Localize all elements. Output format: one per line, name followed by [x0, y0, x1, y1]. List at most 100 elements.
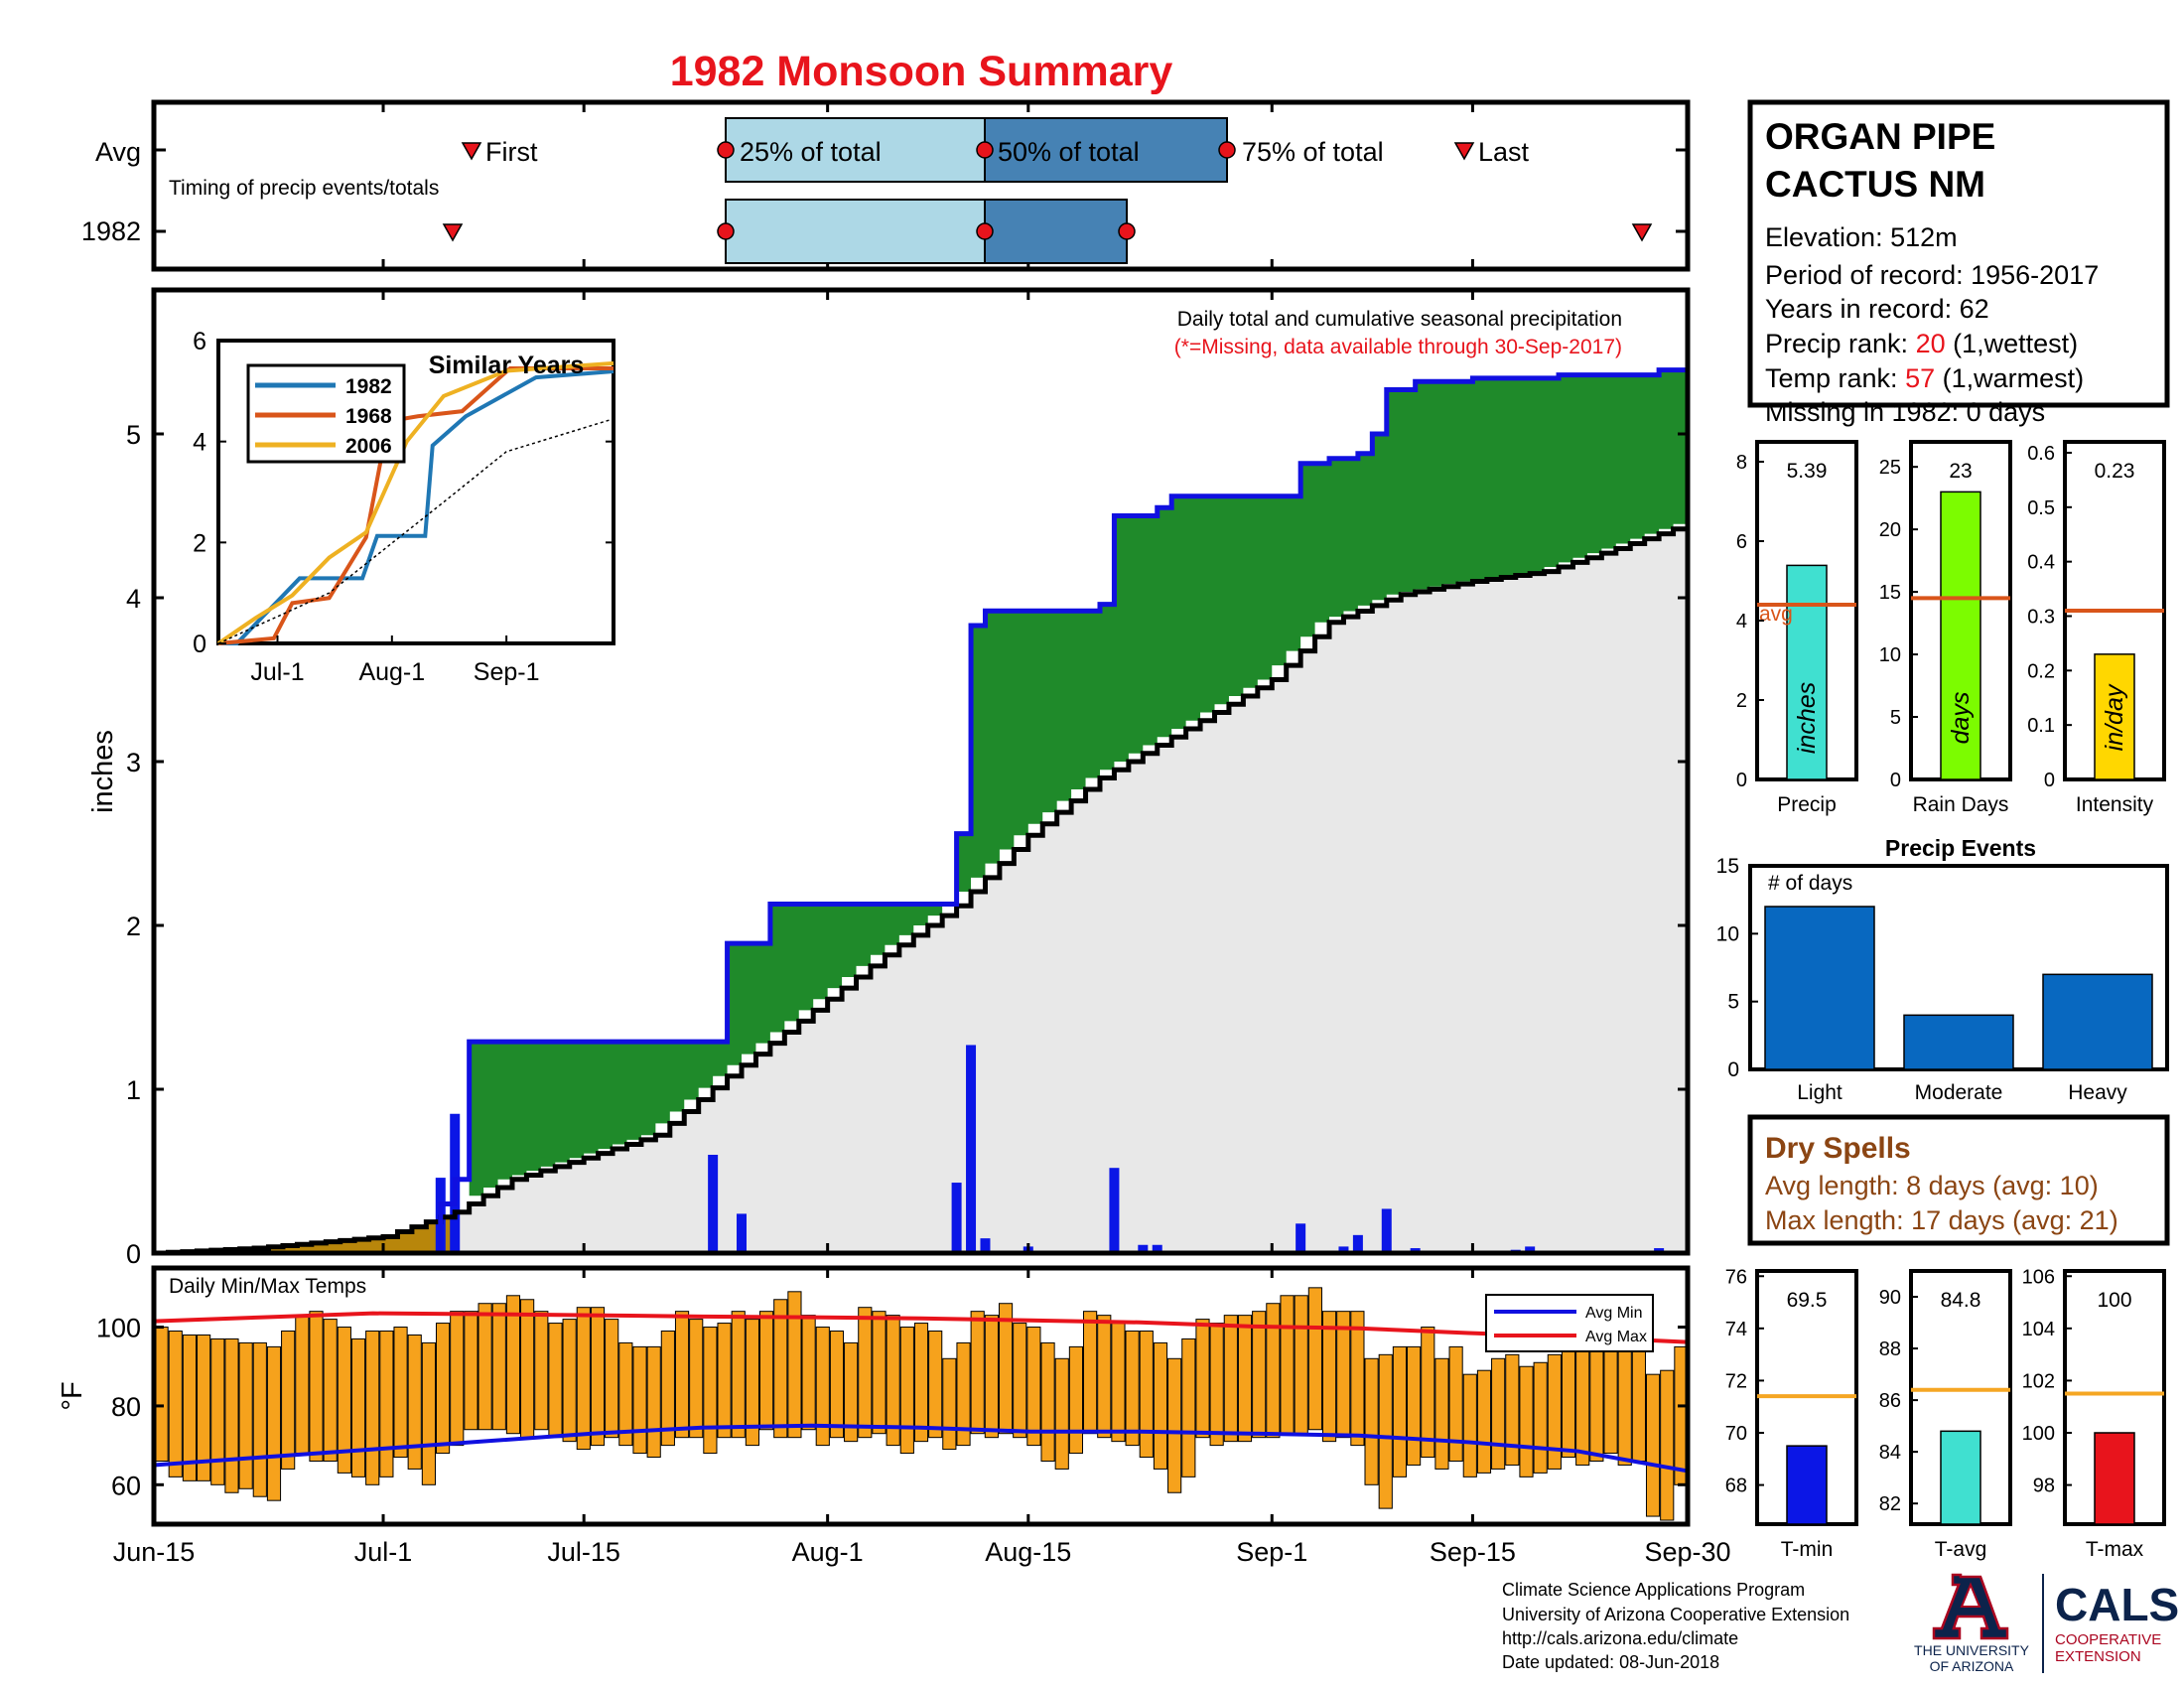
stat-y-tick-label: 25: [1879, 457, 1901, 479]
daily-temp-bar: [646, 1345, 661, 1459]
year-lower-band: [725, 199, 986, 264]
cals-extension-text: EXTENSION: [2055, 1648, 2141, 1665]
daily-temp-bar: [548, 1323, 563, 1439]
y-tick-label: 1: [126, 1075, 141, 1105]
date-tick-label: Sep-15: [1430, 1537, 1516, 1567]
daily-temp-bar: [365, 1331, 380, 1485]
precip-main-panel: 0 1 2 3 4 5 inches Daily total and cumulative…: [87, 287, 1691, 1269]
daily-temp-bar: [998, 1303, 1014, 1435]
stat-y-tick-label: 98: [2033, 1476, 2055, 1497]
precip-event-bar: [1903, 1014, 2014, 1070]
stat-value: 0.23: [2095, 460, 2135, 483]
legend-2006-label: 2006: [345, 435, 392, 458]
stat-panel-tmax: 100 T-max 98 100 102 104 106: [2022, 1266, 2166, 1561]
stat-panel-tavg: 84.8 T-avg 82 84 86 88 90: [1879, 1269, 2012, 1561]
daily-temp-bar: [1237, 1315, 1253, 1443]
stat-unit-label: inches: [1793, 682, 1821, 754]
daily-temp-bar: [1040, 1341, 1055, 1462]
precip-main-missing-note: (*=Missing, data available through 30-Se…: [1174, 336, 1622, 358]
daily-precip-bar: [1352, 1234, 1363, 1253]
daily-precip-bar: [951, 1183, 962, 1253]
temp-y-tick-label: 60: [111, 1471, 141, 1500]
daily-temp-bar: [1476, 1369, 1492, 1474]
cals-logo-text: CALS: [2055, 1579, 2179, 1630]
stat-panel-precip: 5.39 Precip inches avg 0 2 4 6 8: [1736, 440, 1858, 816]
daily-temp-bar: [562, 1319, 577, 1443]
stat-panel-tmin: 69.5 T-min 68 70 72 74 76: [1725, 1266, 1858, 1561]
legend-avg-max-label: Avg Max: [1585, 1329, 1647, 1345]
precip-main-frame: [151, 287, 1691, 1256]
year-last-marker: [1631, 223, 1653, 242]
daily-temp-bar: [773, 1299, 788, 1439]
cals-cooperative-text: COOPERATIVE: [2055, 1631, 2161, 1648]
daily-temp-bar: [1631, 1334, 1646, 1462]
daily-temp-bar: [1617, 1334, 1632, 1466]
cumulative-1982-line: [154, 367, 1688, 1256]
station-period: Period of record: 1956-2017: [1765, 260, 2099, 290]
daily-precip-bar: [1138, 1244, 1149, 1253]
daily-temp-bar: [674, 1311, 690, 1439]
stat-y-tick-label: 74: [1725, 1319, 1747, 1340]
daily-temp-bar: [928, 1331, 943, 1439]
inset-y-tick-label: 2: [193, 529, 206, 557]
stat-bar-tavg: [1940, 1430, 1981, 1525]
station-elevation: Elevation: 512m: [1765, 222, 1958, 252]
stat-y-tick-label: 72: [1725, 1370, 1747, 1392]
daily-temp-bar: [210, 1337, 225, 1485]
precip-event-bar: [2042, 973, 2153, 1070]
events-y-tick-label: 0: [1727, 1058, 1739, 1081]
ua-text-line2: OF ARIZONA: [1930, 1658, 2014, 1674]
precip-main-ylabel: inches: [87, 730, 119, 813]
stat-label: Precip: [1777, 793, 1837, 816]
daily-temp-bar: [1252, 1311, 1267, 1439]
footer-line1: Climate Science Applications Program: [1502, 1580, 1805, 1600]
average-cumulative-area: [154, 523, 1688, 1253]
inset-y-tick-label: 0: [193, 631, 206, 658]
stat-y-tick-label: 76: [1725, 1266, 1747, 1288]
stat-bar-tmax: [2094, 1432, 2135, 1525]
dry-spells-box: Dry Spells Avg length: 8 days (avg: 10) …: [1747, 1114, 2170, 1246]
temp-y-tick-label: 80: [111, 1392, 141, 1422]
daily-precip-bar: [708, 1155, 719, 1253]
daily-temp-bar: [238, 1341, 253, 1489]
precip-event-label: Light: [1797, 1081, 1843, 1104]
avg-p75-marker: [1218, 141, 1236, 159]
daily-temp-bar: [393, 1327, 408, 1459]
events-y-tick-label: 15: [1716, 855, 1739, 878]
y-tick-label: 3: [126, 748, 141, 777]
stat-y-tick-label: 90: [1879, 1287, 1901, 1309]
avg-p75-label: 75% of total: [1242, 137, 1384, 167]
daily-temp-bar: [491, 1303, 506, 1431]
precip-event-label: Moderate: [1915, 1081, 2003, 1104]
ua-logo-mark-hole: [1960, 1582, 1981, 1608]
daily-temp-bar: [1181, 1337, 1196, 1477]
stat-y-tick-label: 70: [1725, 1423, 1747, 1445]
year-p25-marker: [717, 222, 735, 240]
daily-temp-bar: [1378, 1353, 1393, 1509]
dry-spells-frame: [1747, 1114, 2170, 1246]
university-of-arizona-logo: THE UNIVERSITY OF ARIZONA: [1914, 1573, 2030, 1674]
daily-temp-bar: [942, 1357, 957, 1451]
stat-label: T-min: [1781, 1538, 1834, 1561]
daily-temp-bar: [758, 1311, 774, 1431]
daily-temp-bar: [1111, 1323, 1126, 1443]
stat-value: 69.5: [1787, 1289, 1828, 1312]
daily-temp-bar: [295, 1315, 310, 1455]
station-years: Years in record: 62: [1765, 294, 1989, 324]
station-temp-rank: Temp rank: 57 (1,warmest): [1765, 363, 2084, 393]
daily-temp-bar: [1533, 1361, 1548, 1474]
legend-1982-label: 1982: [345, 375, 392, 398]
daily-temp-bar: [1336, 1311, 1351, 1439]
daily-temp-bar: [1167, 1357, 1182, 1493]
daily-temp-bar: [1139, 1331, 1154, 1459]
daily-temp-bar: [1407, 1345, 1422, 1466]
stat-value: 5.39: [1787, 460, 1828, 483]
daily-temp-bar: [1350, 1311, 1365, 1447]
precip-events-title: Precip Events: [1885, 835, 2036, 861]
daily-temp-bar: [281, 1331, 296, 1470]
date-tick-label: Aug-1: [792, 1537, 864, 1567]
daily-temp-bar: [534, 1311, 549, 1431]
daily-temp-bar: [689, 1319, 704, 1439]
